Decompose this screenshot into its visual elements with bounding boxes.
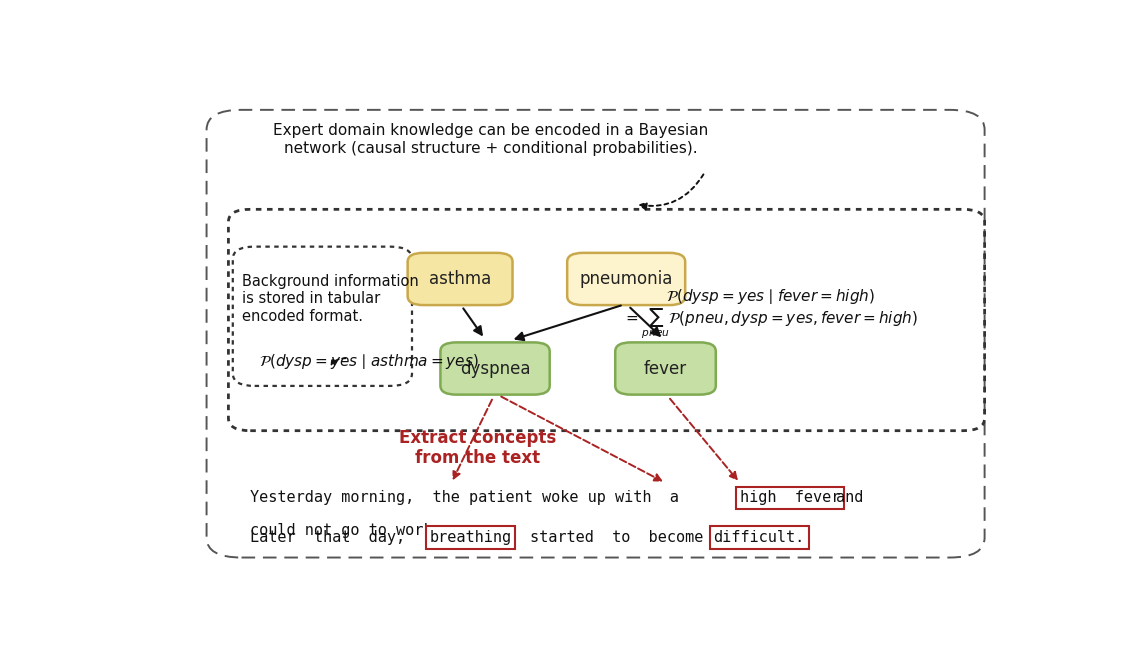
Text: could not go to work.: could not go to work. [250, 523, 442, 537]
FancyBboxPatch shape [407, 253, 512, 305]
Text: $\mathcal{P}(dysp = yes \mid fever = high)$: $\mathcal{P}(dysp = yes \mid fever = hig… [666, 287, 875, 306]
Text: difficult.: difficult. [714, 530, 805, 545]
Text: Expert domain knowledge can be encoded in a Bayesian
network (causal structure +: Expert domain knowledge can be encoded i… [273, 123, 708, 156]
Text: pneumonia: pneumonia [580, 270, 673, 288]
FancyBboxPatch shape [567, 253, 685, 305]
Text: started  to  become: started to become [530, 530, 704, 545]
FancyBboxPatch shape [615, 342, 716, 395]
Text: high  fever: high fever [740, 490, 840, 505]
Text: asthma: asthma [429, 270, 491, 288]
FancyBboxPatch shape [440, 342, 549, 395]
Text: fever: fever [644, 360, 687, 377]
Text: breathing: breathing [430, 530, 512, 545]
Text: and: and [836, 490, 863, 505]
Text: dyspnea: dyspnea [460, 360, 530, 377]
Text: Extract concepts
from the text: Extract concepts from the text [399, 429, 556, 468]
Text: Later  that  day,: Later that day, [250, 530, 405, 545]
Text: Background information
is stored in tabular
encoded format.: Background information is stored in tabu… [241, 274, 418, 324]
Text: Yesterday morning,  the patient woke up with  a: Yesterday morning, the patient woke up w… [250, 490, 679, 505]
Text: $\mathcal{P}(dysp = yes \mid asthma = yes)$: $\mathcal{P}(dysp = yes \mid asthma = ye… [259, 351, 479, 371]
Text: $= \sum_{pneu} \mathcal{P}(pneu, dysp = yes, fever = high)$: $= \sum_{pneu} \mathcal{P}(pneu, dysp = … [623, 307, 918, 341]
